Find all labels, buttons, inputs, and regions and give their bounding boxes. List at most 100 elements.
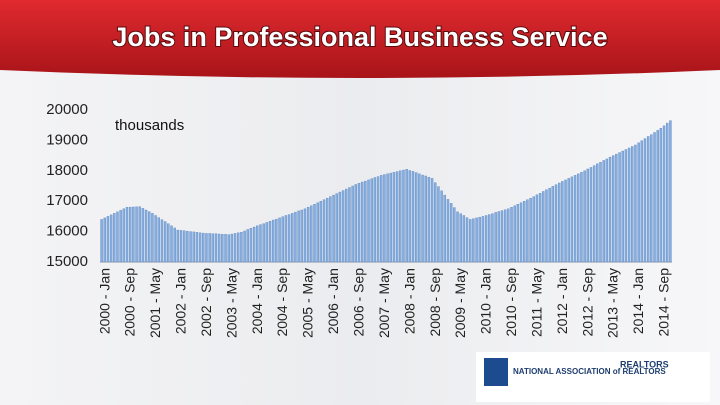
bar — [446, 199, 450, 263]
bar — [383, 174, 386, 263]
bar — [523, 200, 526, 263]
bar — [192, 231, 195, 263]
bar — [519, 202, 523, 263]
bar — [634, 144, 637, 263]
bar — [275, 218, 278, 263]
bar — [329, 196, 332, 263]
bar — [564, 179, 567, 263]
bar — [507, 208, 510, 263]
bar — [456, 211, 459, 263]
bar — [322, 199, 326, 263]
x-tick-label: 2011 - May — [528, 268, 544, 337]
bar — [526, 199, 529, 263]
x-tick-label: 2008 - Jan — [401, 268, 417, 334]
bar — [170, 225, 173, 263]
x-tick-label: 2006 - Jan — [325, 268, 341, 334]
bar — [237, 232, 240, 263]
bar — [179, 230, 183, 263]
bar — [618, 152, 621, 263]
bar — [631, 146, 634, 263]
bar — [195, 232, 199, 263]
bar — [167, 223, 170, 263]
bar — [608, 156, 612, 263]
bar — [627, 147, 631, 263]
bar — [278, 217, 281, 263]
bar — [640, 140, 644, 263]
x-tick-label: 2005 - May — [300, 268, 316, 338]
bar — [138, 206, 141, 263]
bar — [554, 184, 558, 263]
bar — [230, 233, 234, 263]
y-axis-label: thousands — [115, 117, 184, 134]
y-tick-label: 19000 — [46, 131, 88, 148]
bar — [637, 142, 640, 263]
bar — [542, 191, 545, 263]
bar — [109, 214, 113, 263]
bar — [615, 153, 618, 263]
bar — [624, 149, 628, 263]
bar — [186, 231, 189, 263]
bar — [430, 178, 434, 263]
bar — [176, 229, 180, 263]
bar — [335, 193, 338, 263]
bar — [119, 210, 122, 263]
bar — [246, 229, 249, 263]
bar — [583, 170, 586, 263]
x-tick-label: 2003 - May — [223, 268, 239, 338]
x-tick-label: 2012 - Jan — [554, 268, 570, 334]
bar — [646, 136, 650, 263]
bar — [443, 194, 447, 263]
bar — [440, 190, 443, 263]
x-tick-label: 2006 - Sep — [351, 268, 367, 337]
bar — [217, 233, 221, 263]
bar — [399, 170, 402, 263]
bar — [163, 221, 167, 263]
bar — [135, 206, 138, 263]
bar — [113, 213, 116, 263]
bar — [265, 222, 269, 263]
bar — [611, 155, 615, 263]
bar — [373, 177, 377, 263]
bar — [291, 213, 294, 263]
bar — [306, 207, 310, 263]
x-tick-label: 2014 - Jan — [630, 268, 646, 334]
bar — [529, 197, 532, 263]
bar — [408, 170, 412, 263]
bar — [332, 194, 335, 263]
x-tick-label: 2009 - May — [452, 268, 468, 338]
bar — [465, 217, 469, 263]
bar — [319, 200, 323, 263]
bar — [116, 211, 119, 263]
bar — [303, 208, 307, 263]
bar — [233, 233, 237, 263]
x-tick-label: 2004 - Jan — [249, 268, 265, 334]
x-tick-label: 2013 - May — [605, 268, 621, 338]
y-tick-label: 20000 — [46, 101, 88, 118]
bar — [449, 203, 453, 263]
bar — [221, 234, 224, 263]
bar — [424, 175, 427, 263]
bar — [405, 169, 408, 263]
bar — [653, 132, 656, 263]
bar — [354, 184, 358, 263]
bar — [666, 122, 669, 263]
bar — [510, 207, 513, 263]
bar — [589, 167, 593, 263]
bar — [669, 120, 672, 263]
bar — [414, 172, 418, 263]
bar — [227, 234, 230, 263]
bar — [659, 128, 663, 263]
bar — [259, 224, 262, 263]
bar — [240, 232, 243, 263]
bar — [189, 231, 192, 263]
bar — [538, 193, 542, 263]
bar — [389, 172, 392, 263]
bar — [154, 215, 157, 263]
bar — [148, 211, 151, 263]
x-tick-label: 2001 - May — [147, 268, 163, 338]
bar — [125, 207, 129, 263]
x-tick-label: 2008 - Sep — [427, 268, 443, 337]
bar — [577, 173, 580, 263]
bar — [281, 216, 284, 263]
bar — [243, 230, 246, 263]
